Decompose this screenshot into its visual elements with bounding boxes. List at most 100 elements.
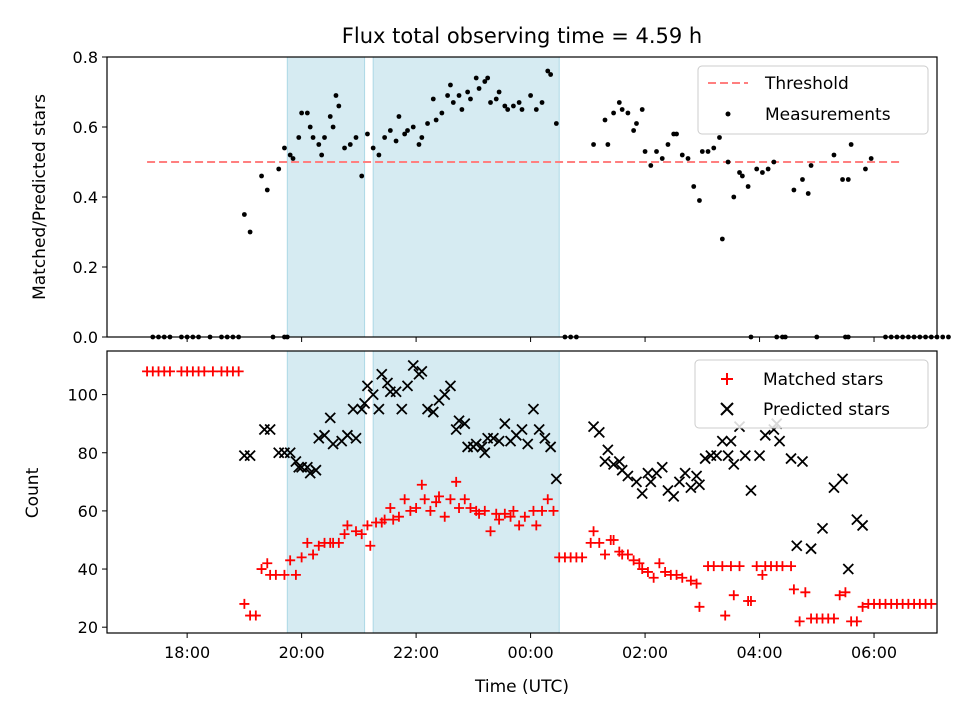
predicted-star-point bbox=[367, 388, 379, 401]
matched-star-point bbox=[362, 520, 373, 531]
matched-star-point bbox=[445, 494, 456, 505]
matched-star-point bbox=[642, 566, 653, 577]
measurement-point bbox=[840, 177, 845, 182]
matched-star-point bbox=[459, 494, 470, 505]
matched-star-point bbox=[514, 520, 525, 531]
predicted-star-point bbox=[358, 397, 371, 409]
predicted-star-point bbox=[264, 423, 276, 436]
y-tick-label: 80 bbox=[78, 444, 98, 463]
matched-star-point bbox=[622, 549, 633, 560]
matched-star-point bbox=[677, 572, 688, 583]
observing-window-1 bbox=[372, 56, 560, 338]
measurement-point bbox=[322, 135, 327, 140]
predicted-star-point bbox=[725, 435, 737, 447]
measurement-point bbox=[642, 149, 648, 154]
matched-stars-points bbox=[142, 366, 937, 627]
predicted-star-point bbox=[258, 423, 271, 436]
measurement-point bbox=[473, 75, 479, 81]
matched-star-point bbox=[694, 601, 705, 612]
matched-star-point bbox=[745, 596, 756, 607]
measurement-point bbox=[347, 142, 353, 147]
matched-star-point bbox=[479, 505, 490, 516]
measurement-point bbox=[611, 110, 616, 116]
measurement-point bbox=[488, 100, 493, 105]
x-tick-label: 06:00 bbox=[851, 643, 897, 662]
matched-star-point bbox=[313, 540, 324, 551]
predicted-star-point bbox=[607, 458, 620, 471]
x-tick-label: 02:00 bbox=[622, 643, 668, 662]
matched-star-point bbox=[342, 520, 353, 531]
predicted-star-point bbox=[313, 432, 325, 444]
x-axis-label: Time (UTC) bbox=[474, 677, 569, 697]
measurement-point bbox=[465, 89, 471, 95]
measurement-point bbox=[282, 145, 287, 151]
matched-star-point bbox=[439, 511, 450, 522]
legend-measurements-label: Measurements bbox=[765, 105, 891, 125]
matched-star-point bbox=[290, 569, 301, 580]
measurement-point bbox=[485, 75, 491, 81]
matched-star-point bbox=[734, 561, 745, 572]
predicted-star-point bbox=[527, 403, 540, 415]
measurement-point bbox=[831, 152, 837, 158]
matched-star-point bbox=[542, 494, 553, 505]
measurement-point bbox=[319, 152, 325, 158]
measurement-point bbox=[476, 86, 482, 91]
predicted-star-point bbox=[301, 461, 313, 473]
matched-star-point bbox=[296, 552, 307, 563]
predicted-star-point bbox=[493, 435, 505, 447]
matched-star-point bbox=[431, 497, 442, 508]
predicted-star-point bbox=[421, 403, 434, 415]
predicted-star-point bbox=[350, 432, 362, 444]
predicted-star-point bbox=[522, 438, 534, 450]
matched-star-point bbox=[388, 514, 399, 525]
measurement-point bbox=[519, 107, 525, 112]
matched-star-point bbox=[485, 526, 496, 537]
matched-star-point bbox=[794, 616, 805, 627]
measurement-point bbox=[808, 163, 814, 168]
matched-star-point bbox=[577, 552, 588, 563]
predicted-star-point bbox=[636, 487, 648, 500]
predicted-star-point bbox=[293, 461, 305, 473]
measurement-point bbox=[516, 100, 522, 105]
measurement-point bbox=[545, 68, 551, 74]
observing-windows bbox=[286, 350, 560, 634]
measurement-point bbox=[791, 187, 797, 193]
predicted-star-point bbox=[479, 447, 491, 459]
predicted-star-point bbox=[693, 479, 706, 491]
measurement-point bbox=[654, 149, 659, 154]
predicted-star-point bbox=[673, 476, 686, 488]
measurement-point bbox=[946, 334, 951, 340]
measurement-point bbox=[445, 93, 450, 98]
predicted-star-point bbox=[745, 484, 757, 497]
measurement-point bbox=[737, 170, 742, 175]
matched-star-point bbox=[164, 366, 175, 377]
y-tick-label: 40 bbox=[78, 560, 98, 579]
measurement-point bbox=[717, 135, 722, 140]
measurement-point bbox=[674, 131, 679, 137]
matched-star-point bbox=[399, 494, 410, 505]
predicted-star-point bbox=[630, 476, 643, 488]
matched-star-point bbox=[786, 561, 797, 572]
ratio-y-axis-label: Matched/Predicted stars bbox=[30, 94, 50, 300]
predicted-star-point bbox=[361, 380, 374, 392]
matched-star-point bbox=[339, 529, 350, 540]
observing-windows bbox=[286, 56, 560, 338]
predicted-star-point bbox=[544, 441, 557, 453]
ratio-legend: Threshold Measurements bbox=[697, 65, 929, 135]
matched-star-point bbox=[256, 564, 267, 575]
matched-star-point bbox=[834, 590, 845, 601]
measurement-point bbox=[539, 100, 545, 105]
matched-star-point bbox=[262, 558, 273, 569]
predicted-star-point bbox=[642, 467, 654, 479]
measurement-point bbox=[528, 93, 533, 98]
y-tick-label: 0.4 bbox=[73, 188, 98, 207]
y-tick-label: 0.2 bbox=[73, 258, 98, 277]
measurement-point bbox=[382, 135, 388, 140]
matched-star-point bbox=[926, 598, 937, 609]
measurement-point bbox=[493, 96, 499, 102]
matched-star-point bbox=[537, 505, 548, 516]
count-legend: Matched stars Predicted stars bbox=[694, 359, 929, 429]
measurement-point bbox=[771, 159, 777, 165]
count-plot-frame bbox=[106, 350, 938, 634]
